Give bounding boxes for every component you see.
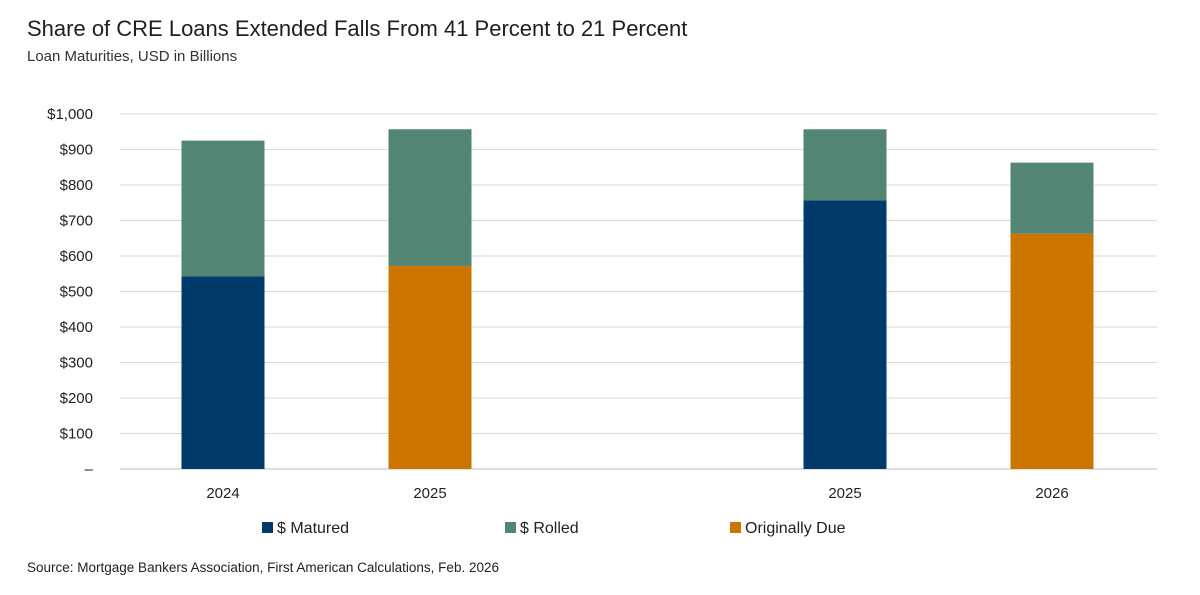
bars [181, 129, 1094, 469]
source-note: Source: Mortgage Bankers Association, Fi… [27, 560, 499, 575]
legend-label: $ Matured [277, 520, 349, 537]
y-tick-label: $800 [60, 177, 93, 194]
x-tick-label: 2025 [828, 485, 861, 502]
y-tick-label: $500 [60, 284, 93, 301]
y-tick-label: $300 [60, 355, 93, 372]
bar-rolled [388, 129, 472, 266]
bar-originally-due [1010, 233, 1094, 469]
y-tick-label: $400 [60, 319, 93, 336]
y-tick-label: $200 [60, 390, 93, 407]
y-axis-ticks: – $100 $200 $300 $400 $500 $600 $700 $800 $900 $1,… [47, 106, 94, 478]
bar-rolled [1010, 162, 1094, 234]
legend-label: Originally Due [745, 520, 846, 537]
bar-matured [181, 276, 265, 469]
y-tick-label: $600 [60, 248, 93, 265]
legend-swatch [505, 522, 516, 533]
x-tick-label: 2024 [206, 485, 239, 502]
bar-rolled [181, 140, 265, 277]
legend-swatch [262, 522, 273, 533]
y-tick-label: $100 [60, 426, 93, 443]
x-axis-ticks: 2024 2025 2025 2026 [206, 485, 1068, 502]
y-tick-label: – [85, 461, 94, 478]
legend-label: $ Rolled [520, 520, 579, 537]
chart-title: Share of CRE Loans Extended Falls From 4… [27, 16, 688, 41]
gridlines [120, 113, 1157, 470]
bar-originally-due [388, 265, 472, 469]
legend-swatch [730, 522, 741, 533]
bar-matured [803, 200, 887, 469]
chart-subtitle: Loan Maturities, USD in Billions [27, 48, 238, 65]
x-tick-label: 2026 [1035, 485, 1068, 502]
bar-rolled [803, 129, 887, 201]
y-tick-label: $1,000 [47, 106, 93, 123]
x-tick-label: 2025 [413, 485, 446, 502]
legend: $ Matured $ Rolled Originally Due [262, 520, 846, 537]
y-tick-label: $700 [60, 213, 93, 230]
y-tick-label: $900 [60, 142, 93, 159]
